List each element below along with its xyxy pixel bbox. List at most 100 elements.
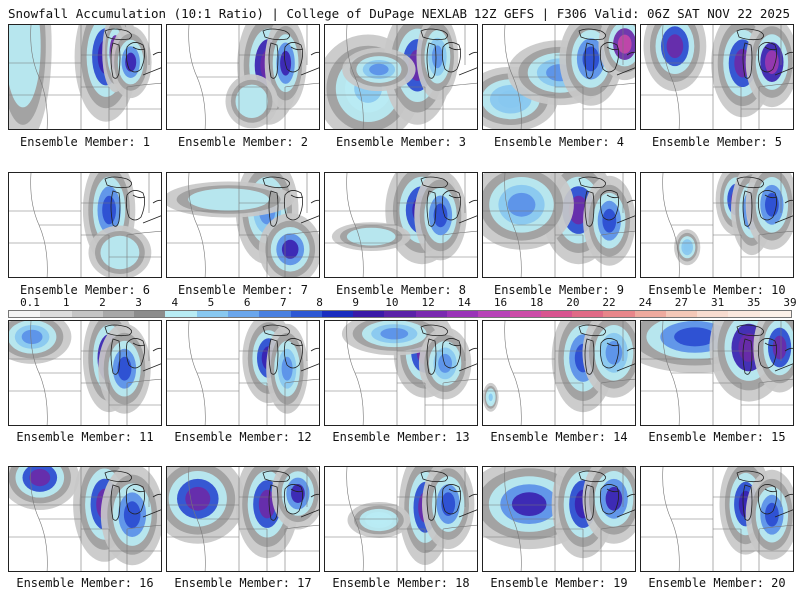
colorbar-tick-label: 6 [243,296,251,309]
ensemble-member-label: Ensemble Member: 4 [493,135,625,149]
ensemble-panel-1 [8,24,162,130]
snow-area [602,208,617,233]
snow-area [188,188,269,211]
snow-area [346,227,396,246]
colorbar-tick-label: 2 [99,296,106,309]
colorbar-swatch [415,311,447,317]
snow-area [369,63,389,76]
snow-area [235,84,268,118]
ensemble-member-label: Ensemble Member: 11 [16,430,154,444]
colorbar-swatch [572,311,604,317]
map-title: Snowfall Accumulation (10:1 Ratio) | Col… [8,6,468,21]
ensemble-member-label: Ensemble Member: 7 [177,283,309,297]
snow-area [438,353,452,373]
ensemble-member-label: Ensemble Member: 13 [332,430,470,444]
colorbar-swatch [9,311,41,317]
ensemble-member-label: Ensemble Member: 6 [19,283,151,297]
ensemble-panel-2 [166,24,320,130]
ensemble-member-label: Ensemble Member: 19 [490,576,628,590]
ensemble-panel-13 [324,320,478,426]
ensemble-member-label: Ensemble Member: 12 [174,430,312,444]
ensemble-member-label: Ensemble Member: 15 [648,430,786,444]
snow-area [605,340,623,365]
colorbar-swatch [540,311,573,317]
ensemble-panel-6 [8,172,162,278]
ensemble-panel-16 [8,466,162,572]
colorbar-swatch [227,311,260,317]
snowfall-colorbar [8,310,792,318]
snow-area [772,335,787,360]
snowfall-map [641,321,793,425]
snowfall-map [483,467,635,571]
snow-area [29,469,51,487]
colorbar-tick-label: 5 [207,296,215,309]
colorbar-tick-label: 31 [710,296,725,309]
snowfall-map [641,173,793,277]
snowfall-map [325,173,477,277]
ensemble-panel-7 [166,172,320,278]
colorbar-tick-label: 9 [352,296,360,309]
ensemble-member-label: Ensemble Member: 1 [19,135,151,149]
colorbar-tick-label: 1 [62,296,70,309]
snow-area [281,239,299,259]
colorbar-swatch [353,311,385,317]
ensemble-panel-10 [640,172,794,278]
ensemble-member-label: Ensemble Member: 9 [493,283,625,297]
snowfall-map [9,173,161,277]
colorbar-swatch [728,311,760,317]
colorbar-swatch [40,311,72,317]
colorbar-tick-label: 39 [783,296,797,309]
colorbar-tick-label: 7 [280,296,287,309]
snowfall-map [9,467,161,571]
snow-area [582,46,600,72]
snow-area [511,492,547,516]
ensemble-member-label: Ensemble Member: 8 [335,283,467,297]
colorbar-tick-label: 10 [385,296,399,309]
colorbar-swatch [634,311,666,317]
ensemble-panel-20 [640,466,794,572]
colorbar-swatch [102,311,135,317]
ensemble-panel-17 [166,466,320,572]
ensemble-panel-5 [640,24,794,130]
snow-area [370,515,388,525]
colorbar-tick-labels: 0.1 1 2 3 4 5 6 7 8 9 10 12 14 16 18 20 22 24 27 31 35 39 [8,296,797,310]
snow-area [765,50,779,74]
ensemble-member-label: Ensemble Member: 20 [648,576,786,590]
colorbar-swatch [697,311,729,317]
snowfall-map [483,173,635,277]
model-run-valid-time: 12Z GEFS | F306 Valid: 06Z SAT NOV 22 20… [473,6,790,21]
ensemble-member-label: Ensemble Member: 17 [174,576,312,590]
snow-area [185,486,211,511]
colorbar-swatch [71,311,103,317]
colorbar-swatch [665,311,698,317]
snow-area [102,195,116,225]
colorbar-tick-label: 22 [602,296,616,309]
colorbar-tick-label: 8 [316,296,323,309]
ensemble-member-label: Ensemble Member: 14 [490,430,628,444]
colorbar-tick-label: 35 [747,296,761,309]
snowfall-map [167,173,319,277]
colorbar-tick-label: 27 [674,296,689,309]
snowfall-map [483,25,635,129]
snowfall-map [325,467,477,571]
snow-area [683,242,691,252]
snowfall-map [9,321,161,425]
colorbar-swatch [290,311,322,317]
snow-area [380,328,409,340]
snow-area [9,25,41,108]
snow-area [507,192,536,217]
snowfall-map [167,467,319,571]
colorbar-tick-label: 18 [530,296,544,309]
ensemble-member-label: Ensemble Member: 18 [332,576,470,590]
colorbar-swatch [165,311,197,317]
snow-area [433,203,448,228]
snowfall-map [325,321,477,425]
colorbar-swatch [196,311,228,317]
snow-area [100,235,140,270]
ensemble-panel-3 [324,24,478,130]
colorbar-swatch [446,311,479,317]
snow-area [674,327,716,347]
snowfall-map [325,25,477,129]
snow-area [488,393,493,402]
snow-area [605,486,623,511]
